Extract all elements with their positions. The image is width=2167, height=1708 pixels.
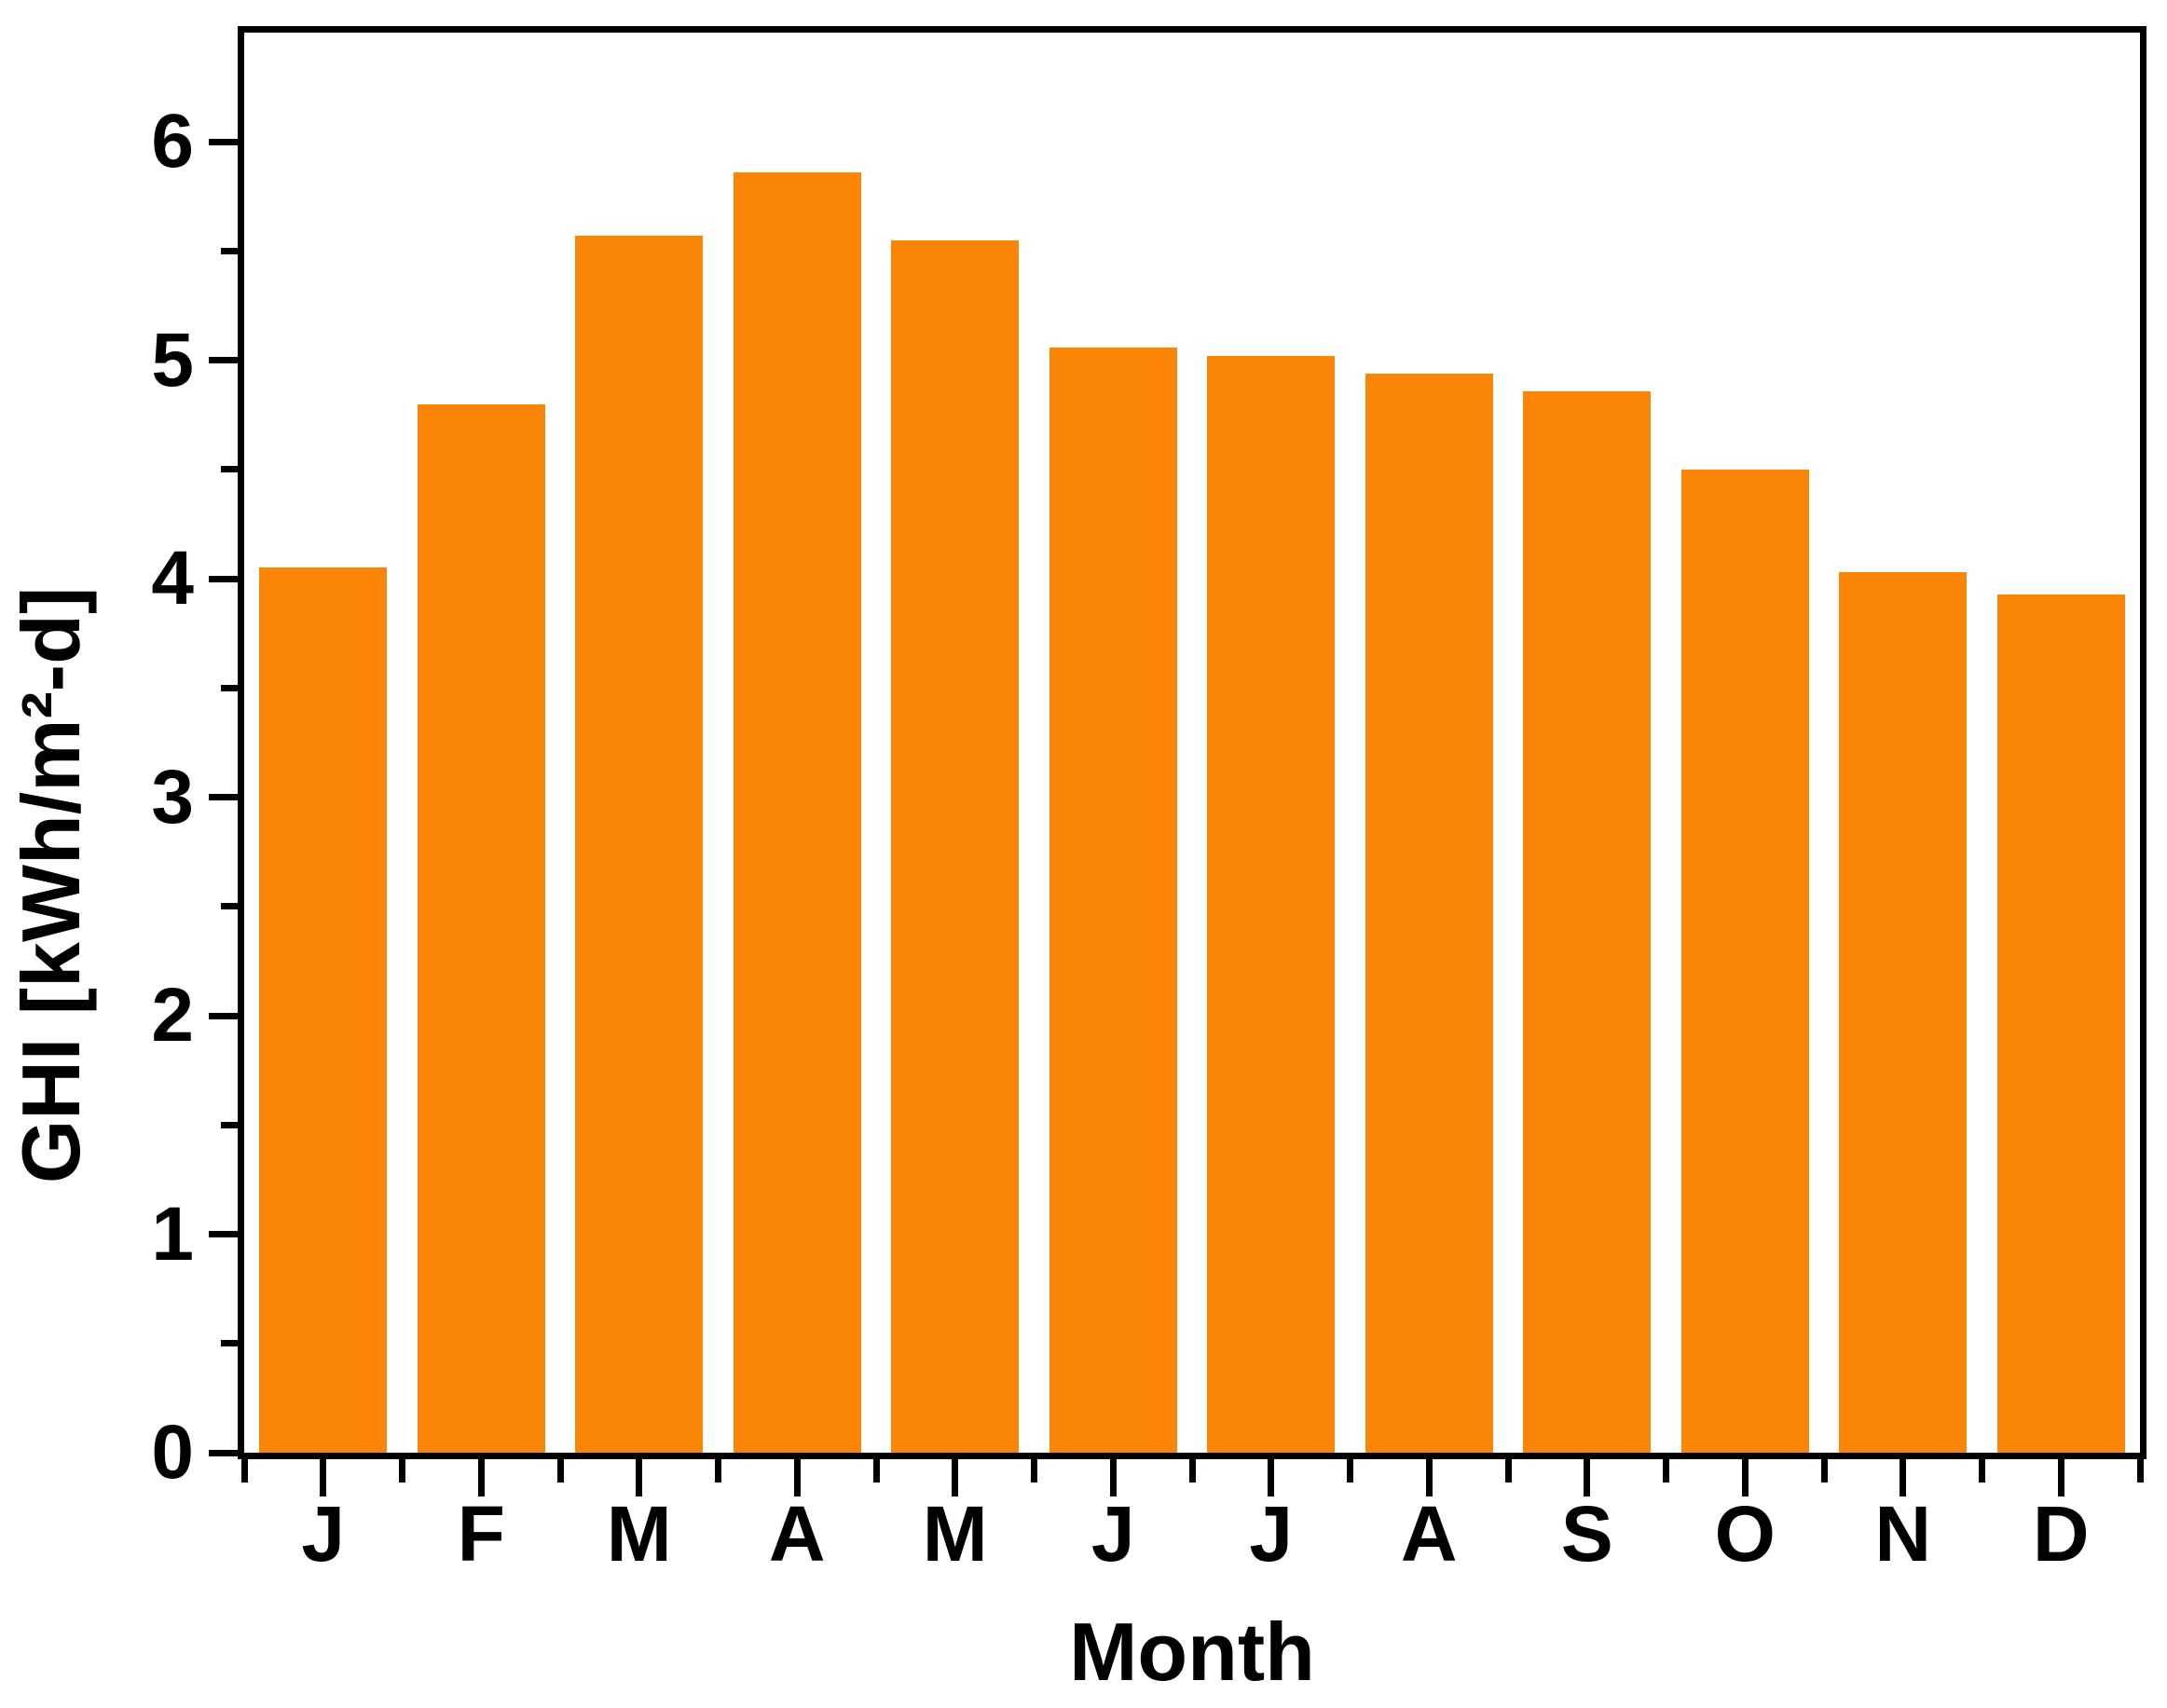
bar <box>575 236 704 1453</box>
y-major-tick <box>209 1449 238 1456</box>
y-minor-tick <box>221 903 238 910</box>
y-tick-label: 3 <box>151 754 194 840</box>
y-minor-tick <box>221 466 238 473</box>
x-tick-label: S <box>1560 1490 1613 1578</box>
x-tick-label: J <box>1090 1490 1135 1578</box>
x-tick-label: A <box>768 1490 826 1578</box>
y-tick-label: 2 <box>151 973 194 1059</box>
bar <box>891 239 1020 1453</box>
x-tick-label: M <box>922 1490 988 1578</box>
x-tick-label: J <box>1249 1490 1294 1578</box>
bar <box>1996 594 2125 1453</box>
x-minor-tick <box>1663 1459 1669 1483</box>
x-minor-tick <box>1820 1459 1828 1483</box>
x-major-tick <box>1584 1459 1591 1496</box>
y-minor-tick <box>221 1121 238 1128</box>
x-minor-tick <box>2136 1459 2144 1483</box>
y-tick-label: 5 <box>151 317 194 403</box>
plot-area <box>238 26 2146 1459</box>
x-minor-tick <box>715 1459 721 1483</box>
bar <box>1839 572 1968 1453</box>
x-major-tick <box>1109 1459 1117 1496</box>
x-tick-label: M <box>606 1490 672 1578</box>
x-minor-tick <box>1504 1459 1512 1483</box>
x-minor-tick <box>1979 1459 1985 1483</box>
x-major-tick <box>320 1459 327 1496</box>
bar <box>733 172 861 1453</box>
x-minor-tick <box>1031 1459 1037 1483</box>
x-tick-label: N <box>1874 1490 1932 1578</box>
y-minor-tick <box>221 1340 238 1347</box>
y-tick-label: 6 <box>151 99 194 184</box>
x-major-tick <box>793 1459 801 1496</box>
x-minor-tick <box>1188 1459 1196 1483</box>
x-major-tick <box>1268 1459 1275 1496</box>
x-major-tick <box>1425 1459 1433 1496</box>
y-major-tick <box>209 1231 238 1238</box>
x-tick-label: O <box>1714 1490 1776 1578</box>
x-minor-tick <box>1347 1459 1353 1483</box>
bar <box>417 403 545 1453</box>
y-major-tick <box>209 138 238 145</box>
y-major-tick <box>209 1012 238 1019</box>
x-minor-tick <box>556 1459 564 1483</box>
x-axis-title: Month <box>1069 1606 1315 1698</box>
bar <box>1207 356 1336 1453</box>
x-major-tick <box>1900 1459 1907 1496</box>
y-axis-title: GHI [kWh/m²-d] <box>5 586 97 1184</box>
y-major-tick <box>209 794 238 801</box>
bar <box>259 567 388 1453</box>
bar <box>1680 469 1809 1453</box>
bar <box>1049 347 1177 1453</box>
y-minor-tick <box>221 247 238 254</box>
y-major-tick <box>209 357 238 364</box>
x-major-tick <box>477 1459 485 1496</box>
x-tick-label: F <box>457 1490 505 1578</box>
y-tick-label: 4 <box>151 536 194 622</box>
x-tick-label: J <box>301 1490 346 1578</box>
x-major-tick <box>636 1459 643 1496</box>
x-minor-tick <box>399 1459 405 1483</box>
bar <box>1365 373 1493 1453</box>
y-minor-tick <box>221 684 238 691</box>
x-major-tick <box>952 1459 959 1496</box>
x-major-tick <box>1741 1459 1749 1496</box>
x-major-tick <box>2057 1459 2064 1496</box>
x-minor-tick <box>872 1459 880 1483</box>
x-minor-tick <box>240 1459 248 1483</box>
x-tick-label: D <box>2032 1490 2090 1578</box>
y-tick-label: 0 <box>151 1410 194 1495</box>
bars-container <box>244 33 2140 1453</box>
x-tick-label: A <box>1400 1490 1458 1578</box>
y-tick-label: 1 <box>151 1191 194 1277</box>
y-major-tick <box>209 575 238 582</box>
bar <box>1523 390 1652 1453</box>
